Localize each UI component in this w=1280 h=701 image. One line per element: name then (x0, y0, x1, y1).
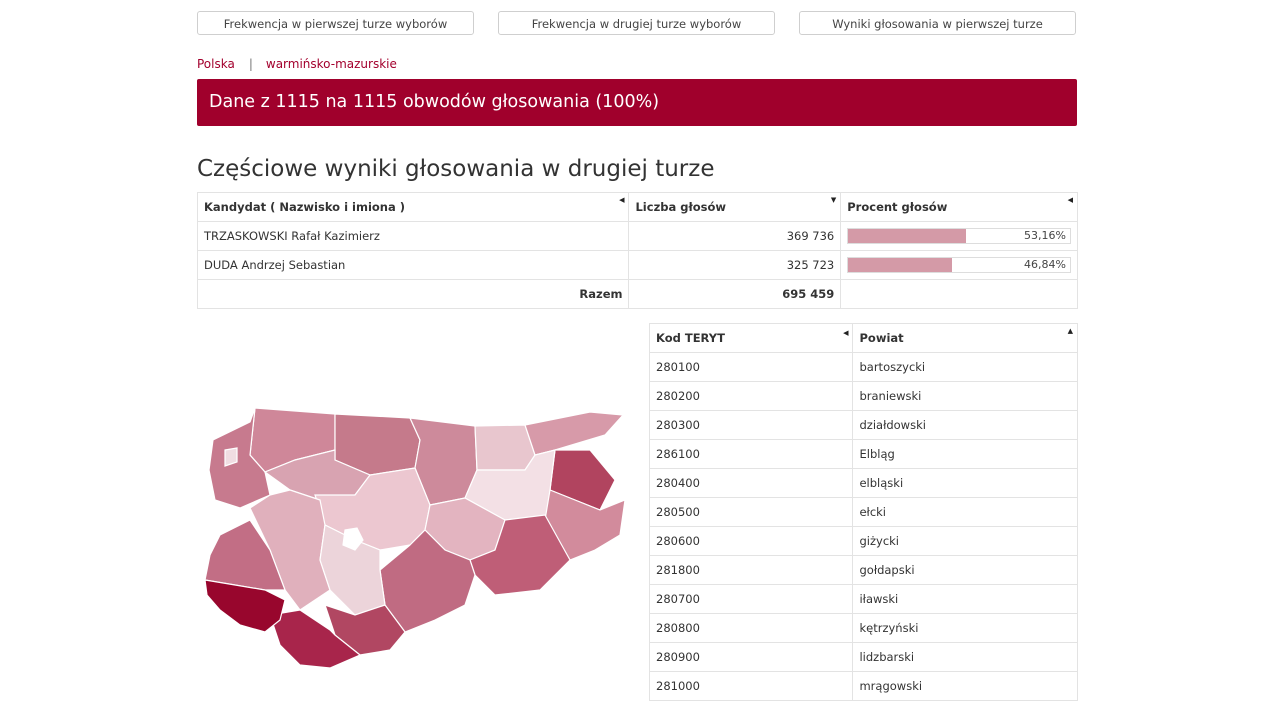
breadcrumb-region-link[interactable]: warmińsko-mazurskie (265, 57, 397, 71)
percent-cell: 53,16% (840, 221, 1078, 251)
table-row[interactable]: 280200 braniewski (648, 381, 1078, 411)
table-row: TRZASKOWSKI Rafał Kazimierz 369 736 53,1… (196, 221, 1078, 251)
counties-choropleth-map[interactable] (195, 400, 630, 672)
teryt-code: 280100 (648, 352, 854, 382)
county-name: lidzbarski (852, 642, 1078, 672)
county-name: giżycki (852, 526, 1078, 556)
table-row[interactable]: 281800 gołdapski (648, 555, 1078, 585)
sort-left-icon[interactable]: ◀ (1067, 196, 1073, 204)
county-column-header[interactable]: Powiat ▲ (852, 323, 1078, 353)
table-row[interactable]: 280800 kętrzyński (648, 613, 1078, 643)
teryt-code: 281000 (648, 671, 854, 701)
county-name: iławski (852, 584, 1078, 614)
percent-label: 53,16% (1024, 229, 1066, 242)
counties-table: Kod TERYT ◀ Powiat ▲ 280100 bartoszycki 2802… (648, 323, 1078, 701)
sort-up-icon[interactable]: ▲ (1067, 327, 1073, 335)
county-name: Elbląg (852, 439, 1078, 469)
county-name: mrągowski (852, 671, 1078, 701)
county-name: bartoszycki (852, 352, 1078, 382)
total-empty-cell (840, 279, 1078, 309)
sort-left-icon[interactable]: ◀ (843, 329, 849, 337)
map-county[interactable] (474, 424, 536, 471)
teryt-code: 280800 (648, 613, 854, 643)
percent-cell: 46,84% (840, 250, 1078, 280)
total-row: Razem 695 459 (196, 279, 1078, 309)
percent-bar-fill (848, 258, 953, 272)
teryt-code: 281800 (648, 555, 854, 585)
county-name: elbląski (852, 468, 1078, 498)
section-title: Częściowe wyniki głosowania w drugiej tu… (197, 156, 715, 182)
teryt-code: 280900 (648, 642, 854, 672)
results-table: Kandydat ( Nazwisko i imiona ) ◀ Liczba g… (196, 192, 1078, 309)
vote-count: 369 736 (628, 221, 842, 251)
teryt-column-header[interactable]: Kod TERYT ◀ (648, 323, 854, 353)
map-county[interactable] (224, 447, 238, 467)
turnout-second-round-button[interactable]: Frekwencja w drugiej turze wyborów (498, 11, 775, 35)
table-row[interactable]: 280500 ełcki (648, 497, 1078, 527)
teryt-code: 286100 (648, 439, 854, 469)
teryt-code: 280300 (648, 410, 854, 440)
data-coverage-banner: Dane z 1115 na 1115 obwodów głosowania (… (197, 79, 1077, 126)
county-name: działdowski (852, 410, 1078, 440)
map-county[interactable] (208, 407, 271, 509)
map-county[interactable] (204, 579, 286, 633)
table-row[interactable]: 286100 Elbląg (648, 439, 1078, 469)
percent-label: 46,84% (1024, 258, 1066, 271)
candidate-name: DUDA Andrzej Sebastian (196, 250, 630, 280)
county-name: braniewski (852, 381, 1078, 411)
map-county[interactable] (469, 514, 571, 596)
county-name: gołdapski (852, 555, 1078, 585)
breadcrumb-separator: | (248, 57, 253, 71)
county-name: ełcki (852, 497, 1078, 527)
teryt-code: 280400 (648, 468, 854, 498)
sort-left-icon[interactable]: ◀ (619, 196, 625, 204)
table-row[interactable]: 281000 mrągowski (648, 671, 1078, 701)
map-county[interactable] (269, 609, 362, 669)
teryt-code: 280700 (648, 584, 854, 614)
candidate-name: TRZASKOWSKI Rafał Kazimierz (196, 221, 630, 251)
map-county[interactable] (342, 527, 364, 551)
percent-column-header[interactable]: Procent głosów ◀ (840, 192, 1078, 222)
results-first-round-button[interactable]: Wyniki głosowania w pierwszej turze (799, 11, 1076, 35)
percent-bar-fill (848, 229, 967, 243)
teryt-code: 280600 (648, 526, 854, 556)
table-row[interactable]: 280400 elbląski (648, 468, 1078, 498)
teryt-code: 280200 (648, 381, 854, 411)
table-row[interactable]: 280700 iławski (648, 584, 1078, 614)
breadcrumb: Polska | warmińsko-mazurskie (197, 57, 397, 71)
vote-count: 325 723 (628, 250, 842, 280)
table-row[interactable]: 280300 działdowski (648, 410, 1078, 440)
percent-bar: 46,84% (847, 257, 1071, 273)
total-label: Razem (196, 279, 630, 309)
candidate-column-header[interactable]: Kandydat ( Nazwisko i imiona ) ◀ (196, 192, 630, 222)
sort-down-icon[interactable]: ▼ (830, 196, 837, 204)
county-name: kętrzyński (852, 613, 1078, 643)
table-row[interactable]: 280100 bartoszycki (648, 352, 1078, 382)
results-header-row: Kandydat ( Nazwisko i imiona ) ◀ Liczba g… (196, 192, 1078, 222)
votes-column-header[interactable]: Liczba głosów ▼ (628, 192, 842, 222)
percent-bar: 53,16% (847, 228, 1071, 244)
map-county[interactable] (524, 411, 625, 456)
total-votes: 695 459 (628, 279, 842, 309)
counties-header-row: Kod TERYT ◀ Powiat ▲ (648, 323, 1078, 353)
teryt-code: 280500 (648, 497, 854, 527)
table-row: DUDA Andrzej Sebastian 325 723 46,84% (196, 250, 1078, 280)
table-row[interactable]: 280900 lidzbarski (648, 642, 1078, 672)
breadcrumb-polska-link[interactable]: Polska (197, 57, 235, 71)
table-row[interactable]: 280600 giżycki (648, 526, 1078, 556)
turnout-first-round-button[interactable]: Frekwencja w pierwszej turze wyborów (197, 11, 474, 35)
